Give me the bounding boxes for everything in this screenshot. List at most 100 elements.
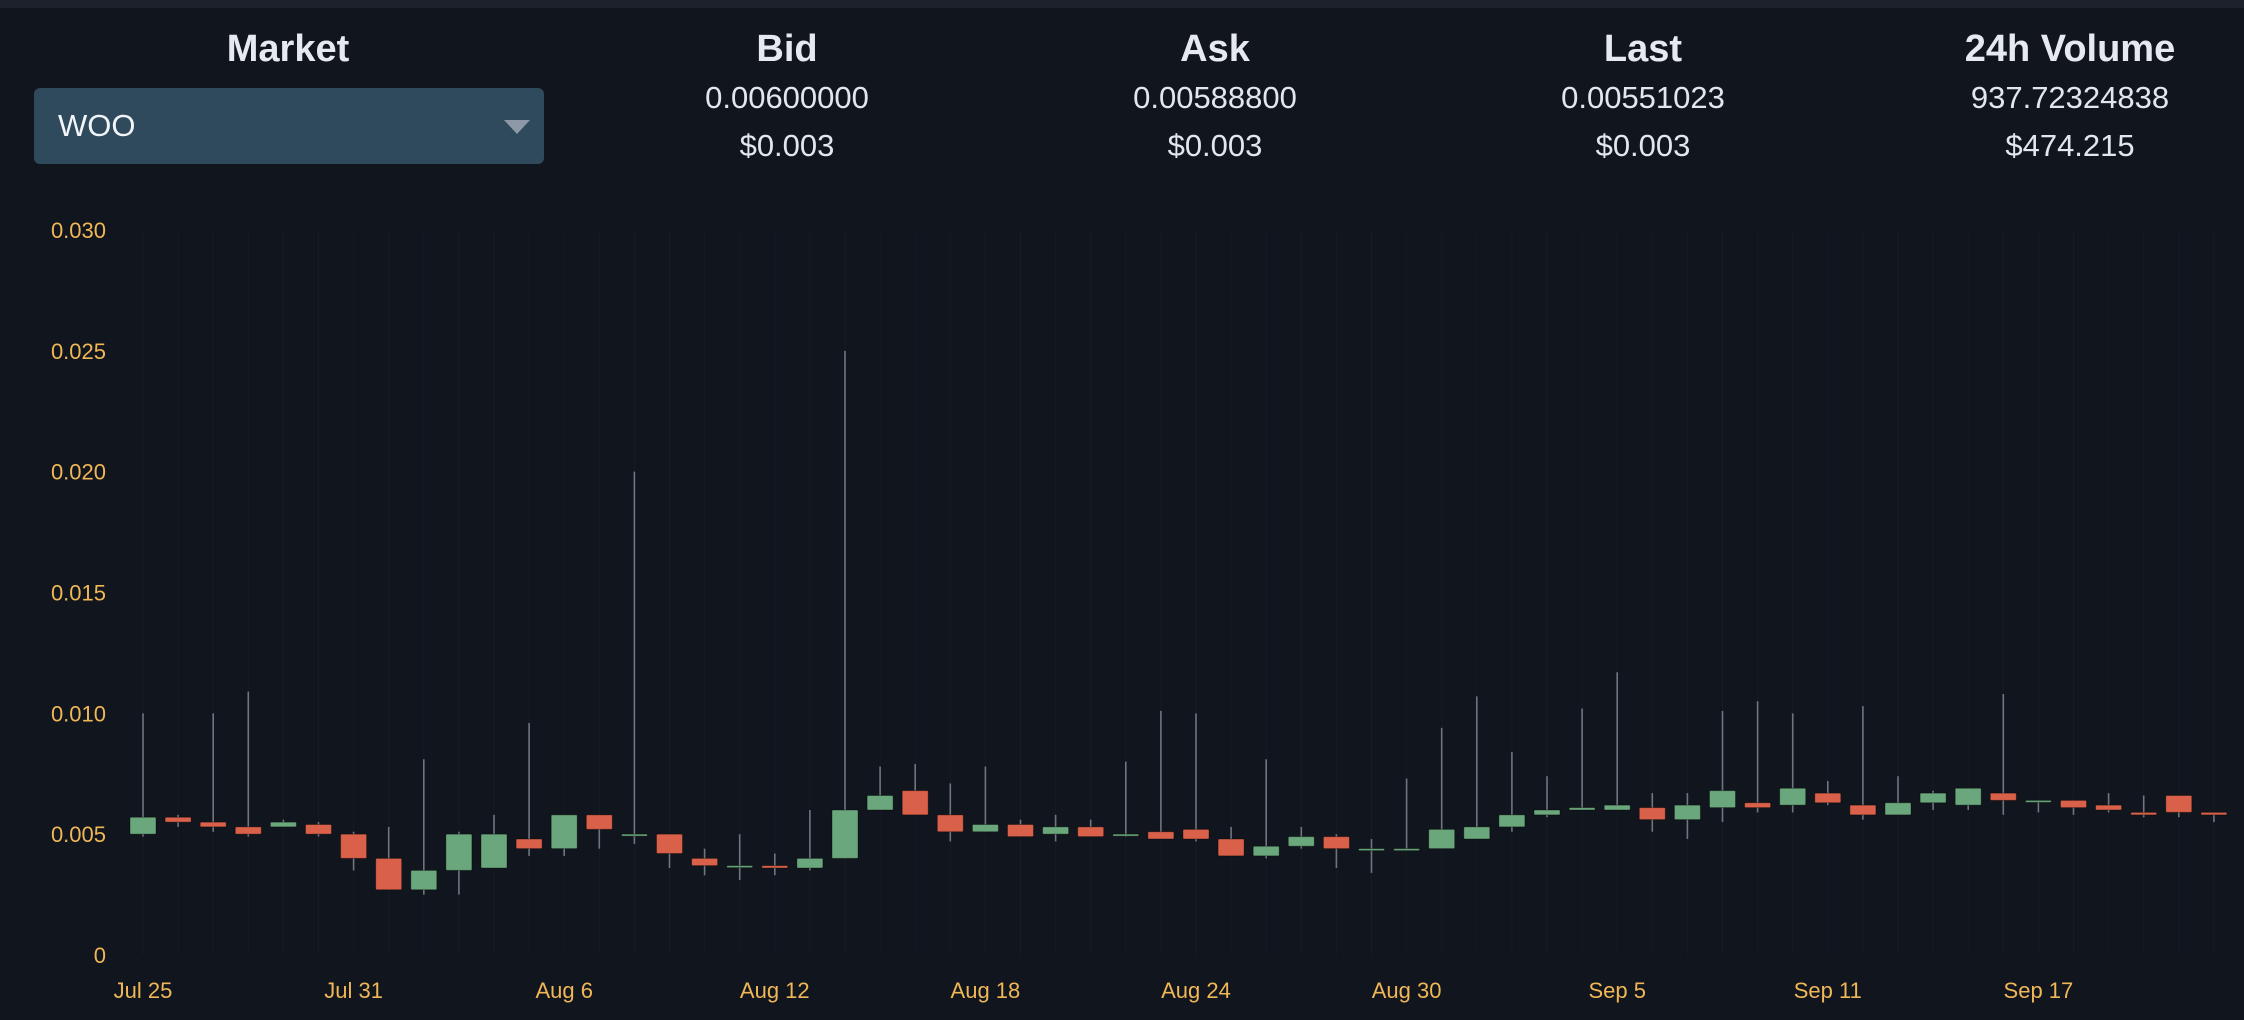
- x-tick-label: Jul 25: [114, 978, 173, 1003]
- candle-body: [1077, 826, 1105, 838]
- y-tick-label: 0.010: [51, 701, 106, 726]
- ask-value: 0.00588800: [1133, 80, 1297, 115]
- candle-body: [1042, 826, 1070, 835]
- candle-body: [1217, 838, 1245, 857]
- ask-usd: $0.003: [1167, 128, 1263, 163]
- market-header: Market: [226, 28, 350, 70]
- candle-body: [1112, 833, 1140, 837]
- last-header: Last: [1603, 28, 1683, 70]
- y-tick-label: 0.005: [51, 822, 106, 847]
- candle-body: [2024, 799, 2052, 803]
- volume-usd: $474.215: [2005, 128, 2135, 163]
- bid-value: 0.00600000: [705, 80, 869, 115]
- candle-body: [1849, 804, 1877, 816]
- y-tick-label: 0.030: [51, 218, 106, 243]
- candle-body: [1252, 845, 1280, 857]
- x-tick-label: Sep 11: [1794, 978, 1862, 1003]
- candle-body: [1007, 824, 1034, 838]
- x-axis: Jul 25 Jul 31 Aug 6 Aug 12 Aug 18 Aug 24 Aug 3…: [114, 978, 2074, 1003]
- candle-body: [1463, 826, 1491, 840]
- last-value: 0.00551023: [1561, 80, 1725, 115]
- candle-body: [2130, 811, 2158, 816]
- candle-body: [1147, 831, 1175, 840]
- market-selected-value: WOO: [58, 108, 136, 143]
- candle-body: [164, 816, 192, 823]
- candle-body: [1779, 787, 1807, 806]
- candle-body: [2165, 795, 2193, 813]
- candle-body: [691, 857, 719, 867]
- ask-header: Ask: [1180, 28, 1250, 70]
- candle-body: [1673, 804, 1701, 821]
- last-usd: $0.003: [1595, 128, 1691, 163]
- candle-body: [901, 790, 929, 816]
- candle-body: [515, 838, 543, 850]
- market-column: Market: [78, 24, 498, 74]
- candle-body: [831, 809, 859, 859]
- volume-value: 937.72324838: [1970, 80, 2170, 115]
- candle-body: [340, 833, 368, 859]
- volume-header: 24h Volume: [1964, 28, 2176, 70]
- candle-body: [866, 795, 894, 811]
- x-tick-label: Sep 5: [1588, 978, 1646, 1003]
- candle-body: [1744, 802, 1772, 809]
- bid-usd: $0.003: [739, 128, 835, 163]
- candle-body: [1709, 790, 1736, 809]
- candle-body: [129, 816, 157, 835]
- x-tick-label: Aug 18: [951, 978, 1021, 1003]
- candle-body: [1287, 836, 1315, 847]
- candle-body: [1393, 848, 1421, 852]
- bid-header: Bid: [756, 28, 818, 70]
- candle-body: [1884, 802, 1912, 816]
- candle-body: [410, 869, 438, 891]
- candle-body: [1322, 836, 1350, 850]
- candle-body: [234, 826, 262, 835]
- chart-grid: [142, 230, 2215, 955]
- candle-body: [269, 821, 297, 828]
- candle-body: [1533, 809, 1561, 816]
- x-tick-label: Jul 31: [324, 978, 383, 1003]
- candle-body: [726, 865, 754, 869]
- ask-column: Ask 0.00588800 $0.003: [1005, 24, 1425, 170]
- last-column: Last 0.00551023 $0.003: [1433, 24, 1853, 170]
- chevron-down-icon: [504, 120, 530, 134]
- candle-body: [1428, 828, 1456, 850]
- candle-body: [2095, 804, 2123, 811]
- x-tick-label: Aug 30: [1372, 978, 1442, 1003]
- bid-column: Bid 0.00600000 $0.003: [577, 24, 997, 170]
- y-tick-label: 0.015: [51, 581, 106, 606]
- market-select[interactable]: WOO: [34, 88, 544, 164]
- candle-body: [1954, 787, 1982, 806]
- y-tick-label: 0: [94, 943, 106, 968]
- candle-body: [2200, 811, 2228, 816]
- candle-body: [585, 814, 613, 830]
- top-bar: [0, 0, 2244, 8]
- y-tick-label: 0.020: [51, 460, 106, 485]
- candle-body: [1638, 807, 1666, 821]
- x-tick-label: Aug 6: [535, 978, 593, 1003]
- y-tick-label: 0.025: [51, 339, 106, 364]
- candle-body: [375, 857, 403, 891]
- candle-body: [796, 857, 824, 869]
- candle-body: [620, 833, 648, 837]
- candles-layer: [129, 350, 2228, 895]
- candle-body: [305, 824, 332, 835]
- candle-body: [1358, 848, 1385, 852]
- candle-body: [761, 865, 789, 869]
- candle-body: [480, 833, 508, 869]
- volume-column: 24h Volume 937.72324838 $474.215: [1860, 24, 2244, 170]
- x-tick-label: Sep 17: [2004, 978, 2074, 1003]
- candle-body: [1814, 792, 1842, 804]
- candle-body: [199, 821, 227, 828]
- x-tick-label: Aug 24: [1161, 978, 1231, 1003]
- candle-body: [1498, 814, 1526, 828]
- candle-body: [445, 833, 473, 871]
- candle-body: [971, 824, 999, 833]
- candle-body: [1182, 828, 1210, 840]
- candle-body: [656, 833, 683, 855]
- candle-body: [2060, 799, 2087, 809]
- candle-body: [936, 814, 964, 833]
- candle-body: [550, 814, 578, 850]
- candle-body: [1989, 792, 2017, 801]
- y-axis: 0 0.005 0.010 0.015 0.020 0.025 0.030: [51, 218, 106, 968]
